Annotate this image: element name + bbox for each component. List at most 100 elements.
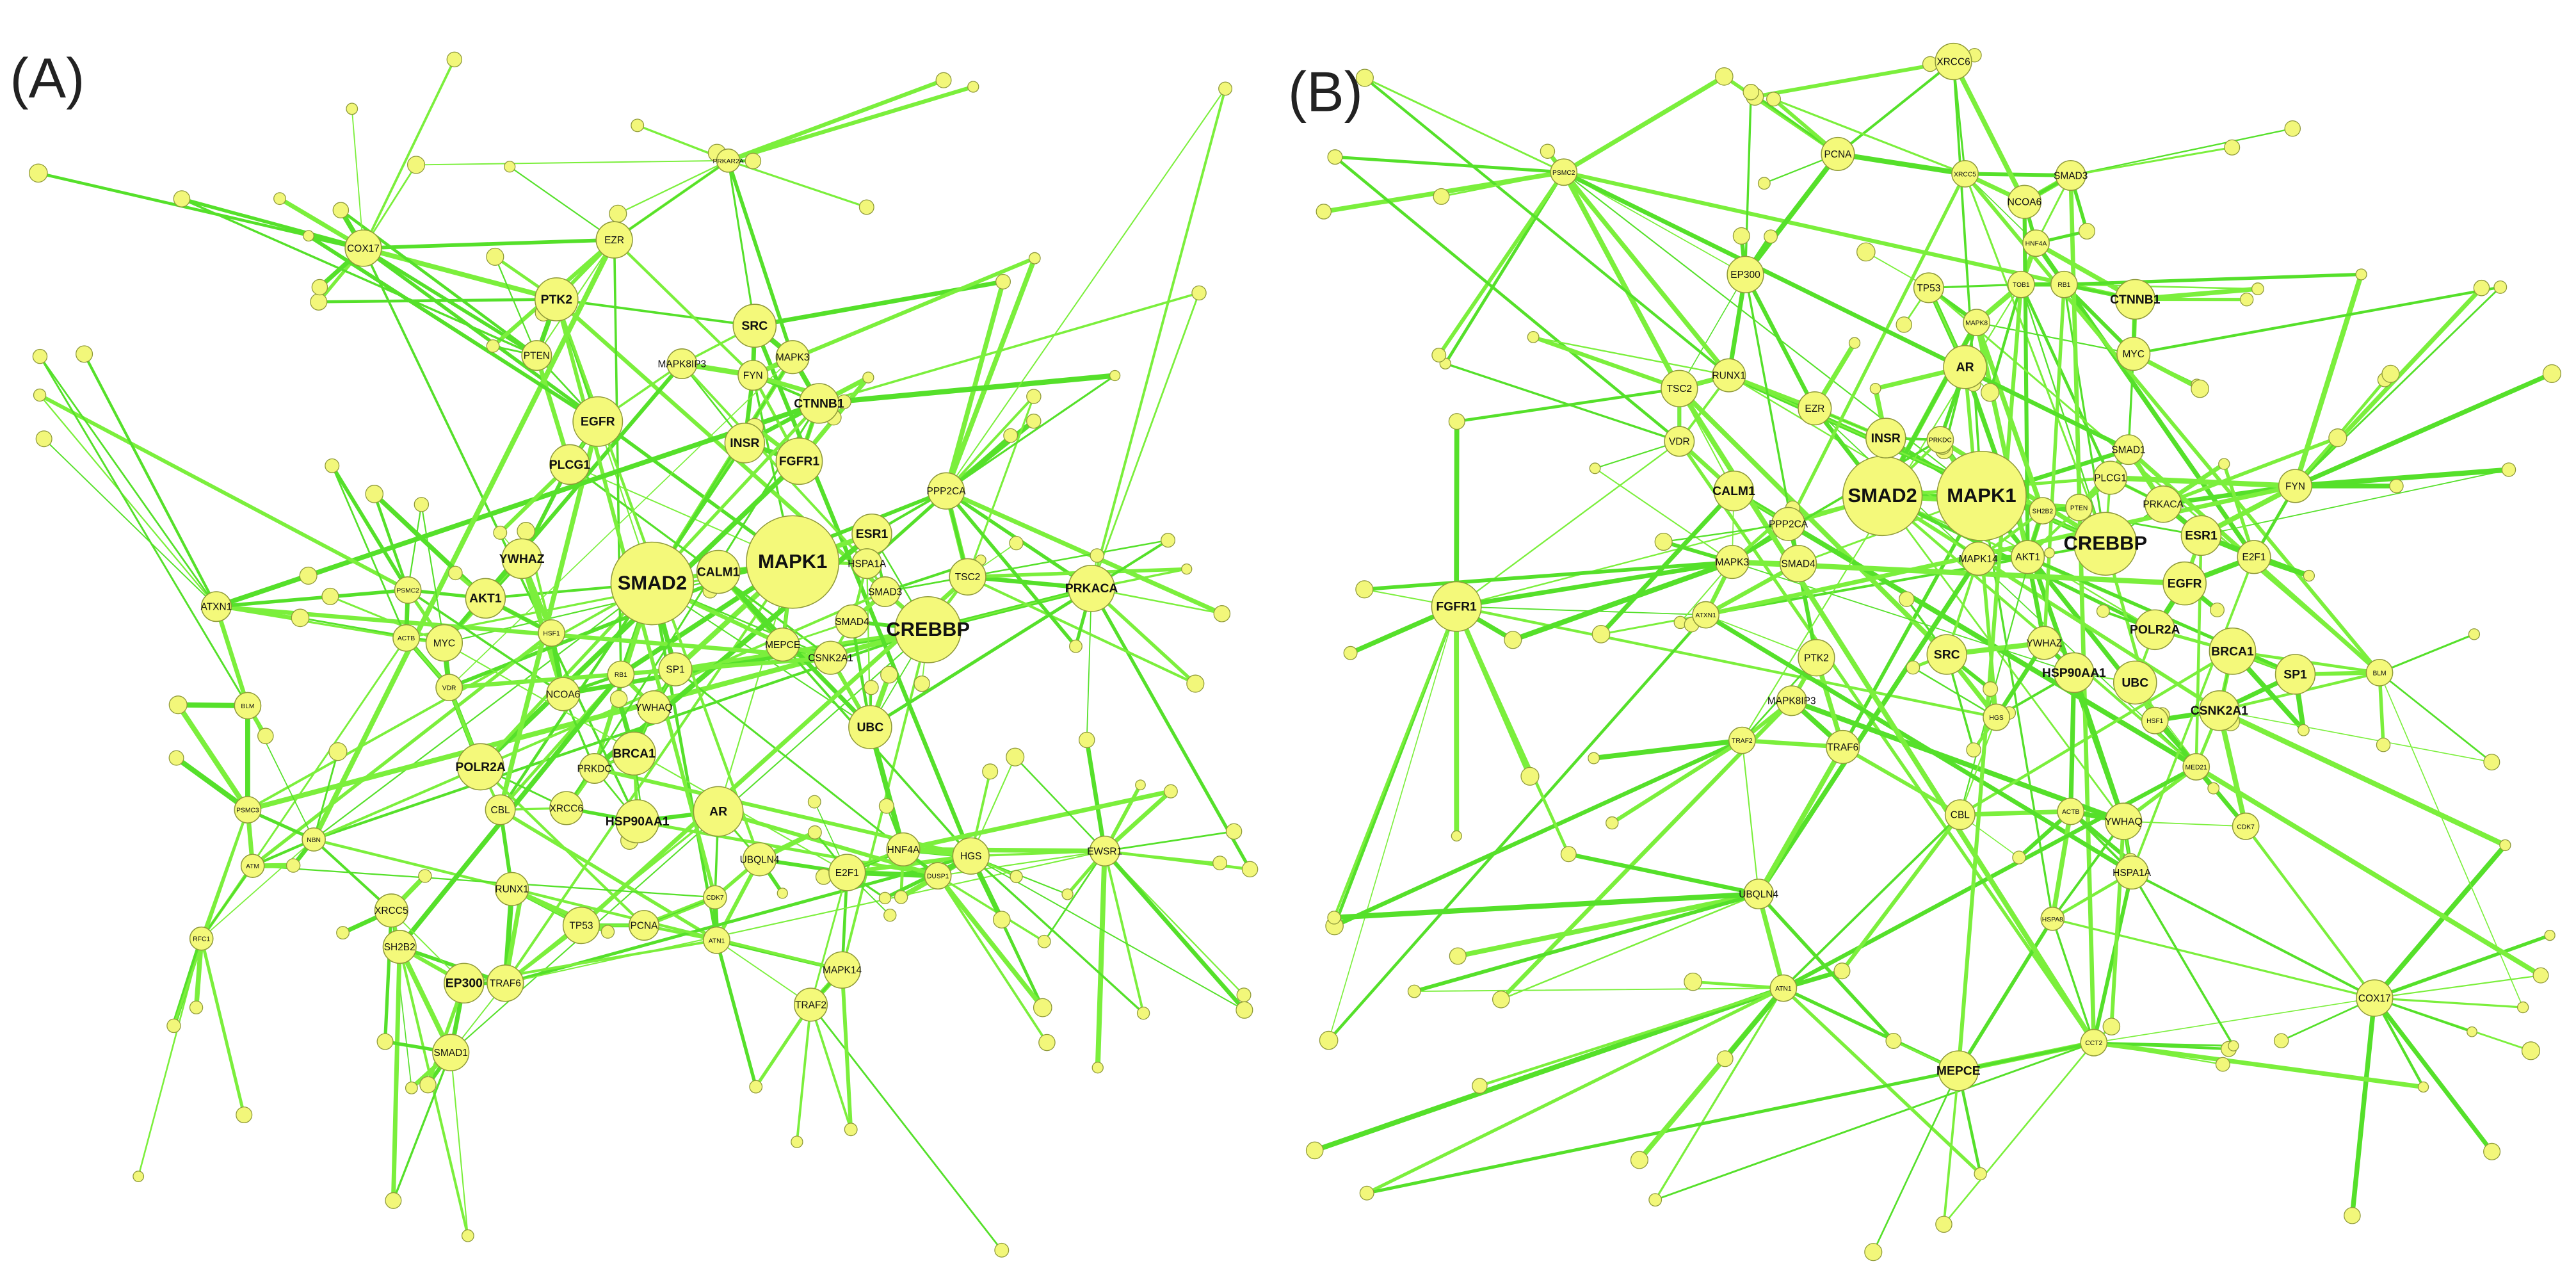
panel-label: (B) (1288, 60, 1363, 123)
node-label: RFC1 (193, 936, 210, 943)
node-label: MEPCE (765, 640, 800, 651)
edge (1561, 169, 1682, 391)
node-label: PTK2 (1804, 653, 1829, 664)
edge (944, 256, 1038, 494)
edge (200, 864, 254, 940)
node (432, 1034, 470, 1071)
minor-node (2517, 1001, 2529, 1014)
minor-node (32, 348, 48, 364)
node-label: NCOA6 (546, 689, 580, 700)
node-label: ATXN1 (1695, 612, 1716, 619)
node-label: SMAD4 (835, 617, 869, 628)
edge (2072, 670, 2126, 824)
node-label: FGFR1 (1436, 600, 1477, 614)
edge (2070, 146, 2234, 177)
node-label: MAPK8IP3 (657, 359, 706, 369)
edge (2130, 555, 2255, 874)
minor-node (1648, 1193, 1662, 1207)
node (886, 832, 921, 866)
node-label: FYN (743, 370, 763, 381)
edge (937, 874, 1049, 1044)
node-label: MAPK3 (776, 352, 809, 363)
minor-node (1606, 816, 1619, 830)
minor-node (880, 665, 898, 684)
node (666, 348, 698, 380)
edge (494, 256, 538, 357)
minor-node (299, 566, 318, 585)
node-label: SMAD3 (868, 587, 902, 597)
node (549, 791, 584, 825)
node (1935, 42, 1972, 81)
minor-node (2483, 1142, 2501, 1160)
edge (1103, 850, 1145, 1015)
minor-node (446, 51, 463, 68)
edge (945, 374, 1116, 492)
edge (1327, 613, 1707, 1042)
edge (810, 872, 848, 1006)
node-label: CREBBP (886, 618, 970, 640)
node-label: YWHAQ (635, 702, 672, 713)
minor-node (1527, 330, 1540, 343)
edge (2130, 871, 2376, 1000)
edge (1333, 155, 1566, 174)
node (716, 148, 741, 173)
minor-node (166, 1018, 181, 1034)
node-label: CBL (491, 805, 510, 816)
minor-node (791, 1135, 803, 1148)
edge (1956, 1041, 2096, 1073)
node (2144, 485, 2182, 523)
minor-node (448, 565, 463, 581)
minor-node (631, 118, 645, 133)
minor-node (994, 1242, 1010, 1258)
edge (173, 755, 250, 813)
edge (2372, 933, 2552, 1000)
edge (36, 171, 365, 250)
edge (1478, 987, 1785, 1087)
edge (617, 159, 729, 215)
edge (450, 629, 929, 1053)
edge (1963, 172, 2381, 675)
node-label: EGFR (2168, 577, 2202, 591)
node-label: SP1 (2283, 667, 2307, 681)
minor-node (1069, 639, 1083, 653)
edge (1455, 891, 1762, 959)
minor-node (286, 858, 301, 873)
edge (2123, 820, 2247, 827)
minor-node (807, 795, 821, 809)
minor-node (2215, 1057, 2230, 1072)
minor-node (1589, 462, 1601, 475)
node (2065, 494, 2093, 521)
node (835, 604, 869, 639)
node (949, 558, 986, 596)
node (2237, 540, 2271, 574)
minor-node (273, 192, 286, 206)
node (813, 640, 848, 675)
node (1715, 545, 1750, 580)
minor-node (2544, 929, 2556, 941)
minor-node (878, 798, 894, 814)
minor-node (1026, 413, 1042, 429)
minor-node (2218, 458, 2230, 470)
node (234, 692, 262, 720)
minor-node (894, 890, 908, 904)
node-label: MYC (2123, 349, 2145, 360)
minor-node (2239, 293, 2254, 307)
edge (2091, 1040, 2426, 1089)
edge (1840, 813, 1962, 973)
minor-node (1935, 1215, 1952, 1233)
edge (613, 238, 755, 377)
node (2116, 336, 2151, 371)
node (1798, 639, 1835, 677)
node-label: MYC (433, 638, 455, 649)
node (538, 619, 565, 647)
minor-node (2044, 548, 2055, 558)
edge (1333, 155, 1681, 443)
minor-node (1833, 962, 1851, 980)
minor-node (1764, 229, 1778, 244)
edge (727, 159, 756, 327)
node-label: SMAD2 (618, 572, 687, 594)
node-label: COX17 (2358, 993, 2391, 1004)
node (952, 837, 990, 875)
node (1776, 685, 1807, 717)
node-label: HSF1 (543, 631, 560, 638)
